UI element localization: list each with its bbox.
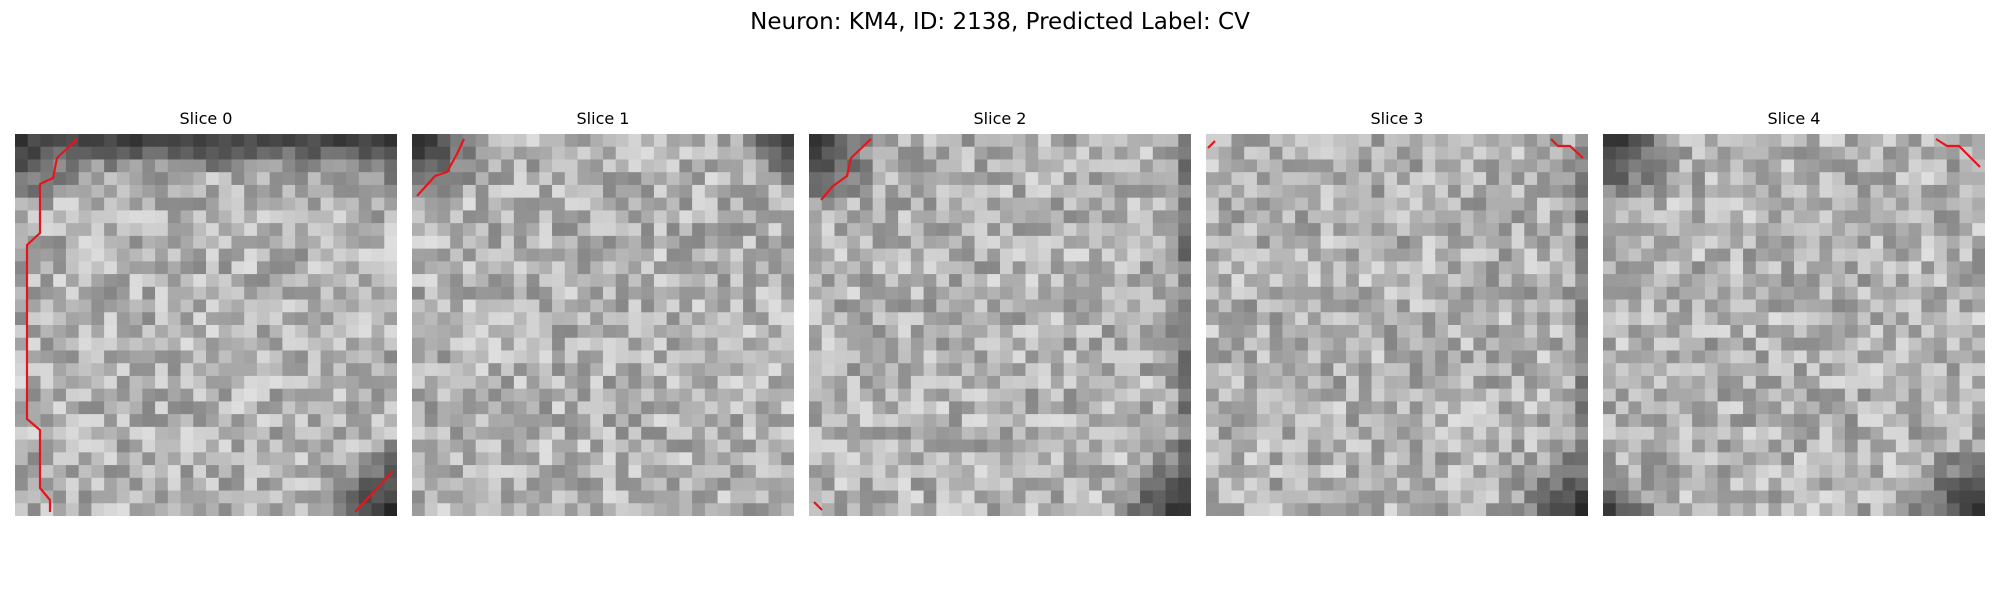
- slice-title: Slice 3: [1370, 109, 1424, 128]
- segmentation-contour-line: [1550, 138, 1584, 159]
- slice-panel-4: Slice 4: [1603, 108, 1985, 516]
- slice-panel-2: Slice 2: [809, 108, 1191, 516]
- slice-pixel-grid: [15, 134, 397, 516]
- slice-pixel-grid: [412, 134, 794, 516]
- slice-title: Slice 2: [973, 109, 1027, 128]
- slice-image: [1603, 134, 1985, 516]
- slice-image: [15, 134, 397, 516]
- segmentation-contour-line: [354, 471, 393, 513]
- figure-title: Neuron: KM4, ID: 2138, Predicted Label: …: [750, 9, 1250, 35]
- slice-panel-0: Slice 0: [15, 108, 397, 516]
- slice-title: Slice 0: [179, 109, 233, 128]
- slice-panel-1: Slice 1: [412, 108, 794, 516]
- segmentation-contour-line: [820, 138, 872, 201]
- slice-image: [809, 134, 1191, 516]
- segmentation-contour-line: [1207, 140, 1216, 149]
- slice-pixel-grid: [809, 134, 1191, 516]
- slice-panel-3: Slice 3: [1206, 108, 1588, 516]
- slice-image: [1206, 134, 1588, 516]
- segmentation-contour-line: [416, 138, 465, 197]
- segmentation-contour-line: [813, 501, 823, 511]
- segmentation-contour-line: [25, 138, 78, 512]
- slice-title: Slice 4: [1767, 109, 1821, 128]
- slice-pixel-grid: [1603, 134, 1985, 516]
- segmentation-contour-line: [1935, 138, 1981, 168]
- slice-image: [412, 134, 794, 516]
- slice-pixel-grid: [1206, 134, 1588, 516]
- slice-title: Slice 1: [576, 109, 630, 128]
